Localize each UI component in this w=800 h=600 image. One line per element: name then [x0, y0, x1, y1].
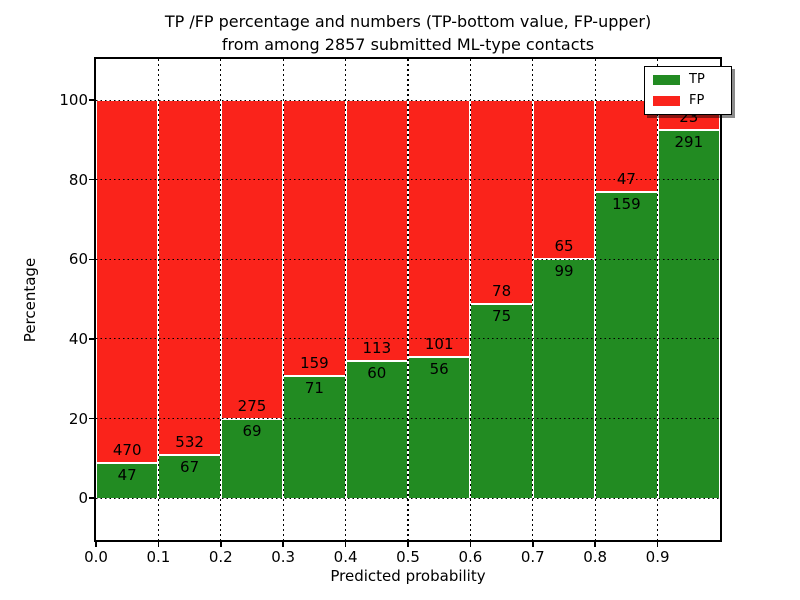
legend-label-tp: TP	[689, 72, 705, 87]
chart-title-line2: from among 2857 submitted ML-type contac…	[221, 35, 595, 54]
x-tick-label: 0.6	[458, 548, 483, 566]
legend-label-fp: FP	[689, 93, 705, 108]
fp-count-label: 47	[616, 169, 636, 188]
chart-title: TP /FP percentage and numbers (TP-bottom…	[96, 10, 720, 56]
y-tick-mark	[89, 258, 94, 261]
y-tick-mark	[89, 338, 94, 340]
x-tick-mark	[220, 542, 222, 547]
x-tick-mark	[656, 542, 659, 547]
bar-fp-segment	[96, 100, 159, 462]
bar-tp-segment	[96, 461, 159, 499]
fp-count-label: 159	[300, 354, 329, 373]
x-gridline	[345, 59, 347, 540]
tp-count-label: 56	[429, 360, 449, 379]
tp-count-label: 159	[612, 194, 641, 213]
fp-color-swatch	[653, 96, 680, 106]
bar-fp-segment	[158, 100, 221, 454]
x-tick-label: 0.9	[645, 548, 670, 566]
x-tick-label: 0.1	[146, 548, 171, 566]
bar-fp-segment	[283, 100, 346, 376]
legend-entry-fp: FP	[653, 94, 723, 108]
x-axis-label: Predicted probability	[330, 567, 486, 585]
tp-count-label: 99	[554, 261, 574, 280]
fp-count-label: 65	[554, 236, 574, 255]
x-gridline	[532, 59, 534, 540]
y-tick-mark	[89, 417, 94, 420]
x-tick-mark	[407, 542, 409, 547]
fp-count-label: 101	[424, 335, 454, 354]
x-gridline	[157, 59, 159, 540]
x-gridline	[282, 59, 284, 540]
x-gridline	[220, 59, 222, 540]
x-tick-label: 0.4	[333, 548, 358, 566]
tp-count-label: 69	[242, 422, 262, 441]
fp-count-label: 113	[362, 339, 392, 358]
x-gridline	[469, 59, 471, 540]
y-tick-label: 40	[68, 329, 88, 348]
bar-fp-segment	[408, 100, 471, 357]
x-tick-label: 0.7	[520, 548, 545, 566]
legend-entry-tp: TP	[653, 73, 723, 87]
x-tick-mark	[594, 542, 596, 547]
y-tick-label: 20	[68, 409, 88, 428]
x-gridline	[657, 59, 659, 540]
x-tick-label: 0.2	[208, 548, 233, 566]
y-tick-label: 0	[78, 489, 88, 508]
tp-count-label: 71	[304, 379, 324, 398]
y-tick-label: 60	[68, 250, 88, 269]
tp-count-label: 60	[367, 364, 387, 383]
bar-fp-segment	[470, 100, 533, 303]
bar-fp-segment	[345, 100, 408, 361]
bar-tp-segment	[408, 356, 471, 499]
y-tick-mark	[89, 99, 94, 101]
y-axis-label: Percentage	[21, 257, 39, 343]
y-tick-mark	[89, 178, 94, 181]
fp-count-label: 532	[175, 432, 204, 451]
tp-count-label: 67	[180, 457, 200, 476]
bar-tp-segment	[657, 129, 720, 499]
x-tick-label: 0.5	[396, 548, 420, 566]
bar-tp-segment	[470, 303, 533, 499]
x-tick-mark	[469, 542, 472, 547]
tp-count-label: 75	[492, 307, 512, 325]
x-tick-label: 0.3	[271, 548, 296, 566]
x-gridline	[407, 59, 409, 540]
x-tick-mark	[95, 542, 97, 547]
y-tick-label: 80	[68, 170, 88, 189]
tp-count-label: 47	[117, 465, 137, 484]
x-tick-mark	[344, 542, 347, 547]
legend: TP FP	[644, 66, 732, 115]
y-tick-label: 100	[59, 91, 88, 109]
y-tick-mark	[89, 497, 94, 499]
bar-tp-segment	[595, 190, 658, 499]
fp-count-label: 275	[237, 397, 267, 416]
bar-tp-segment	[345, 360, 408, 499]
tp-color-swatch	[653, 75, 680, 85]
fp-count-label: 78	[492, 282, 512, 300]
fp-count-label: 470	[112, 440, 142, 459]
plot-area: TP FP 470 47 532 67 275 69 159 71 113 60 101 56 78 75…	[89, 57, 732, 547]
x-tick-label: 0.8	[583, 548, 608, 566]
tp-count-label: 291	[674, 133, 704, 152]
bar-tp-segment	[532, 257, 596, 499]
x-gridline	[594, 59, 596, 540]
chart-title-line1: TP /FP percentage and numbers (TP-bottom…	[164, 12, 652, 31]
bar-tp-segment	[220, 418, 284, 499]
x-tick-label: 0.0	[84, 548, 108, 566]
x-tick-mark	[157, 542, 160, 547]
x-tick-mark	[282, 542, 284, 547]
x-tick-mark	[532, 542, 534, 547]
